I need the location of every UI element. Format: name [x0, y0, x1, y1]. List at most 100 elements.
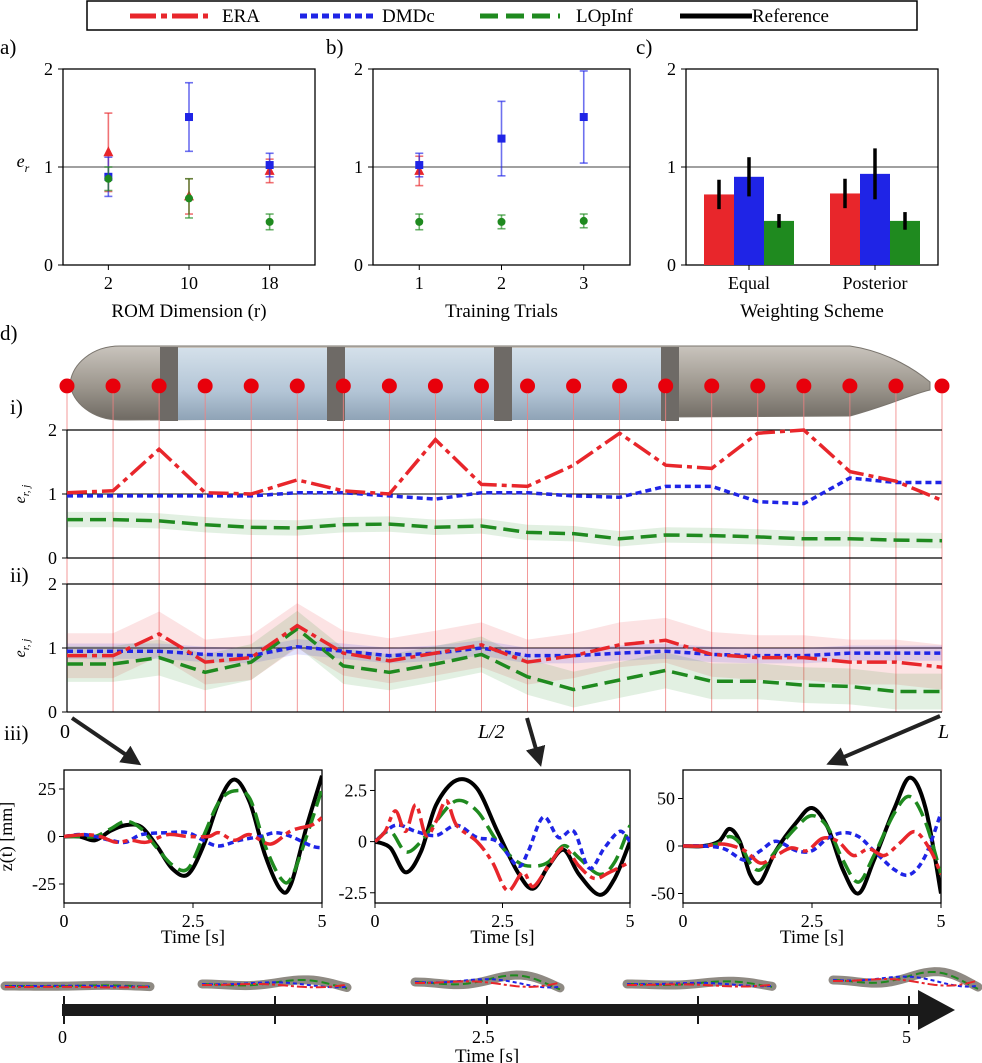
legend-dmdc-label: DMDc	[382, 6, 435, 27]
marker-dmdc	[415, 161, 424, 170]
y-axis-label: er, j	[12, 639, 32, 658]
sensor-dot	[59, 378, 75, 394]
connector-2	[327, 347, 345, 421]
x-tick-label: 10	[180, 273, 198, 293]
chart-a: 0 1 2 2 10 18 ROM Dimension (r) er	[17, 59, 316, 322]
y-tick-label: 0	[48, 702, 57, 722]
line-lopinf	[683, 794, 941, 884]
sensor-dot	[520, 378, 536, 394]
marker-lopinf	[579, 216, 588, 225]
sensor-dot	[381, 378, 397, 394]
line-dmdc	[375, 815, 630, 871]
y-tick-label: 0	[666, 836, 675, 856]
line-lopinf	[67, 626, 942, 694]
band-dmdc	[67, 639, 942, 664]
sensor-dot	[151, 378, 167, 394]
sensor-dot	[427, 378, 443, 394]
y-tick-label: 0	[48, 548, 57, 568]
sensor-dot	[888, 378, 904, 394]
x-tick-label: 5	[937, 911, 946, 931]
pointer-arrow-end	[826, 714, 941, 766]
line-era	[66, 428, 943, 503]
y-tick-label: -25	[32, 874, 56, 894]
y-tick-label: 2	[44, 59, 53, 79]
sensor-dot	[612, 378, 628, 394]
sensor-dot	[197, 378, 213, 394]
position-label-mid: L/2	[477, 721, 505, 743]
connector-1	[160, 347, 178, 421]
panel-label-ii: ii)	[10, 563, 29, 587]
panel-label-iii: iii)	[4, 721, 29, 745]
sensor-dot	[566, 378, 582, 394]
marker-dmdc	[579, 113, 588, 122]
chart-d-ii: 0 1 2 er, j	[12, 574, 943, 722]
y-tick-label: 1	[44, 157, 53, 177]
y-tick-label: 0	[44, 255, 53, 275]
time-arrow-label-0: 0	[58, 1027, 67, 1047]
x-tick-label: 18	[261, 273, 279, 293]
snapshot-era	[832, 977, 979, 987]
x-tick-label: Posterior	[843, 273, 908, 293]
y-tick-label: 1	[354, 157, 363, 177]
y-axis-label: er	[17, 151, 30, 175]
line-dmdc	[683, 812, 941, 878]
sensor-markers	[59, 378, 950, 394]
time-arrow-label-2.5: 2.5	[472, 1027, 495, 1047]
x-tick-label: 0	[679, 911, 688, 931]
snapshot-era	[201, 982, 348, 989]
x-tick-label: 5	[626, 911, 635, 931]
line-reference	[683, 775, 941, 896]
time-arrow-head	[918, 990, 955, 1030]
y-axis-label: er, j	[12, 485, 32, 504]
x-tick-label: 2.5	[801, 911, 824, 931]
y-axis-label: z(t) [mm]	[0, 802, 17, 871]
y-tick-label: 2.5	[345, 780, 368, 800]
time-arrow-title: Time [s]	[455, 1046, 519, 1063]
sensor-dot	[842, 378, 858, 394]
y-tick-label: 1	[48, 638, 57, 658]
y-tick-label: 2	[667, 59, 676, 79]
x-axis-label: Time [s]	[470, 927, 534, 948]
connector-3	[494, 347, 512, 421]
chart-b: 0 1 2 1 2 3 Training Trials	[354, 59, 631, 322]
marker-lopinf	[104, 174, 113, 183]
sensor-dot	[750, 378, 766, 394]
deformation-snapshots	[0, 967, 982, 993]
line-era	[67, 623, 943, 669]
time-arrow-shaft	[62, 1004, 924, 1016]
legend-era-label: ERA	[222, 6, 260, 27]
line-dmdc	[67, 476, 942, 506]
panel-label-b: b)	[326, 35, 344, 59]
pointer-arrow-start	[70, 716, 142, 766]
snapshot-era	[4, 985, 151, 989]
x-axis-label: Training Trials	[445, 301, 558, 322]
line-reference	[64, 775, 322, 895]
sensor-dot	[473, 378, 489, 394]
time-arrow-label-5: 5	[902, 1027, 911, 1047]
chart-d-i: 0 1 2 er, j	[12, 420, 943, 568]
band-era	[67, 603, 942, 690]
sensor-dot	[335, 378, 351, 394]
marker-lopinf	[265, 217, 274, 226]
snapshot-era	[626, 983, 773, 988]
x-axis-label: Time [s]	[161, 927, 225, 948]
chart-c: 0 1 2 Equal Posterior Weighting Scheme	[667, 59, 939, 322]
x-tick-label: 2.5	[491, 911, 514, 931]
snapshot-era	[414, 980, 561, 988]
y-tick-label: 0	[358, 832, 367, 852]
x-tick-label: 2	[497, 273, 506, 293]
x-axis-label: ROM Dimension (r)	[111, 301, 266, 322]
y-tick-label: 0	[354, 255, 363, 275]
x-tick-label: 0	[60, 911, 69, 931]
line-era	[683, 829, 941, 876]
panel-label-c: c)	[636, 35, 652, 59]
legend-lopinf-label: LOpInf	[576, 6, 634, 27]
bar-lopinf	[764, 220, 794, 265]
sensor-dot	[243, 378, 259, 394]
y-tick-label: 25	[38, 779, 56, 799]
y-tick-label: 50	[657, 789, 675, 809]
marker-lopinf	[185, 194, 193, 203]
marker-lopinf	[415, 217, 424, 226]
sensor-dot	[658, 378, 674, 394]
